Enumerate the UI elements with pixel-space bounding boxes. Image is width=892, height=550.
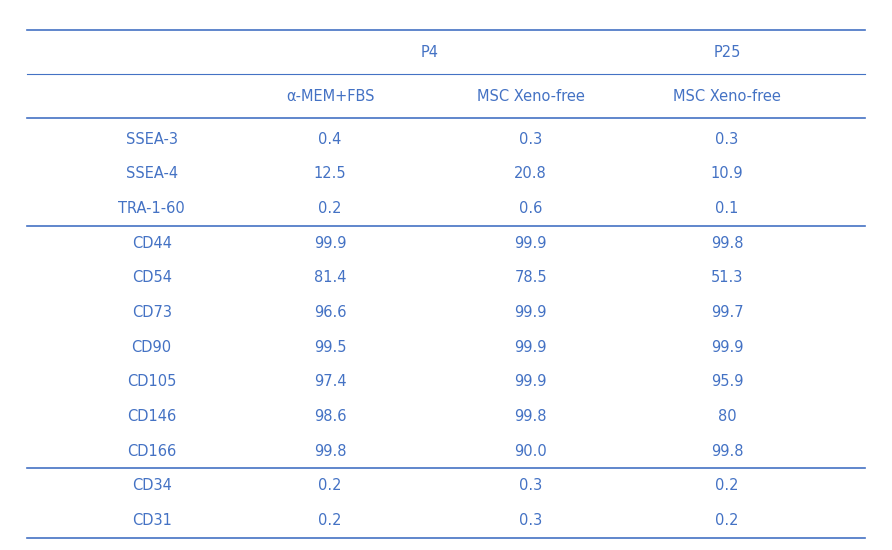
Text: CD34: CD34 <box>132 478 171 493</box>
Text: SSEA-4: SSEA-4 <box>126 166 178 182</box>
Text: 95.9: 95.9 <box>711 374 743 389</box>
Text: 0.2: 0.2 <box>318 201 342 216</box>
Text: CD105: CD105 <box>127 374 177 389</box>
Text: MSC Xeno-free: MSC Xeno-free <box>477 89 584 104</box>
Text: 0.3: 0.3 <box>519 513 542 528</box>
Text: MSC Xeno-free: MSC Xeno-free <box>673 89 780 104</box>
Text: P4: P4 <box>421 45 439 60</box>
Text: 0.6: 0.6 <box>519 201 542 216</box>
Text: CD54: CD54 <box>132 270 171 285</box>
Text: 97.4: 97.4 <box>314 374 346 389</box>
Text: 99.7: 99.7 <box>711 305 743 320</box>
Text: 99.9: 99.9 <box>515 339 547 355</box>
Text: 96.6: 96.6 <box>314 305 346 320</box>
Text: 99.9: 99.9 <box>515 305 547 320</box>
Text: 12.5: 12.5 <box>314 166 346 182</box>
Text: 20.8: 20.8 <box>515 166 547 182</box>
Text: 99.8: 99.8 <box>515 409 547 424</box>
Text: 0.3: 0.3 <box>715 131 739 147</box>
Text: 99.9: 99.9 <box>711 339 743 355</box>
Text: 98.6: 98.6 <box>314 409 346 424</box>
Text: 0.1: 0.1 <box>715 201 739 216</box>
Text: P25: P25 <box>714 45 740 60</box>
Text: 0.3: 0.3 <box>519 131 542 147</box>
Text: CD166: CD166 <box>127 443 177 459</box>
Text: CD31: CD31 <box>132 513 171 528</box>
Text: 99.8: 99.8 <box>711 235 743 251</box>
Text: 99.8: 99.8 <box>314 443 346 459</box>
Text: 99.9: 99.9 <box>515 235 547 251</box>
Text: 99.9: 99.9 <box>314 235 346 251</box>
Text: CD146: CD146 <box>127 409 177 424</box>
Text: TRA-1-60: TRA-1-60 <box>119 201 185 216</box>
Text: 78.5: 78.5 <box>515 270 547 285</box>
Text: 99.8: 99.8 <box>711 443 743 459</box>
Text: 90.0: 90.0 <box>515 443 547 459</box>
Text: 0.2: 0.2 <box>318 478 342 493</box>
Text: 51.3: 51.3 <box>711 270 743 285</box>
Text: SSEA-3: SSEA-3 <box>126 131 178 147</box>
Text: 99.5: 99.5 <box>314 339 346 355</box>
Text: 80: 80 <box>718 409 736 424</box>
Text: 0.4: 0.4 <box>318 131 342 147</box>
Text: CD90: CD90 <box>132 339 171 355</box>
Text: 0.2: 0.2 <box>715 513 739 528</box>
Text: 10.9: 10.9 <box>711 166 743 182</box>
Text: 0.2: 0.2 <box>715 478 739 493</box>
Text: 0.3: 0.3 <box>519 478 542 493</box>
Text: CD44: CD44 <box>132 235 171 251</box>
Text: 81.4: 81.4 <box>314 270 346 285</box>
Text: 0.2: 0.2 <box>318 513 342 528</box>
Text: α-MEM+FBS: α-MEM+FBS <box>285 89 375 104</box>
Text: CD73: CD73 <box>132 305 171 320</box>
Text: 99.9: 99.9 <box>515 374 547 389</box>
